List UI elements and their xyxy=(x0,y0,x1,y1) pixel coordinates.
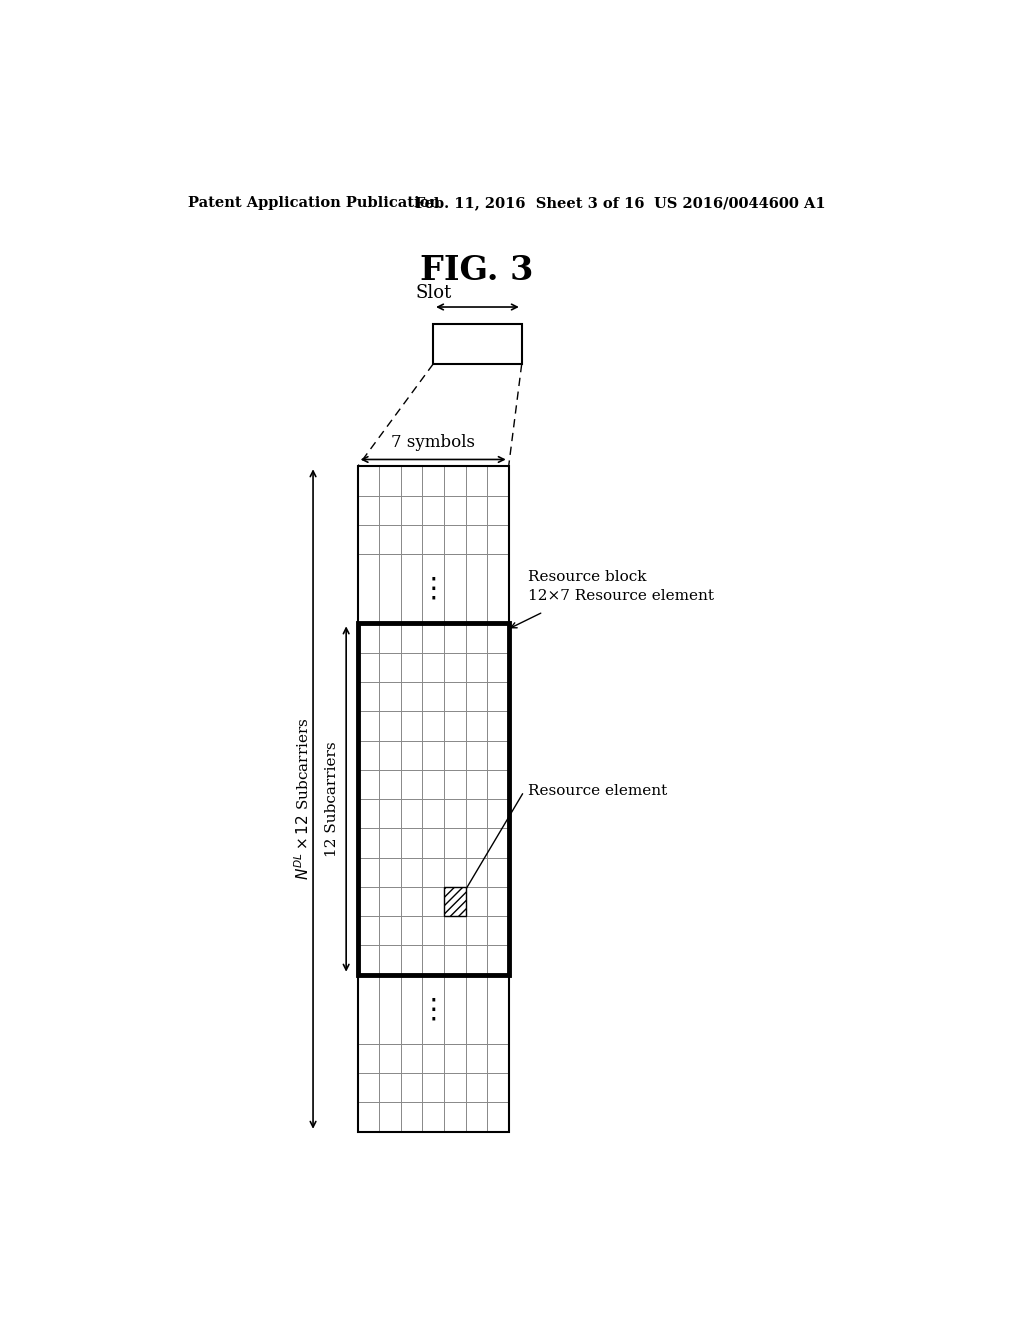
Bar xyxy=(357,623,509,974)
Text: Resource element: Resource element xyxy=(528,784,667,799)
Text: Resource block
12×7 Resource element: Resource block 12×7 Resource element xyxy=(528,570,714,603)
Text: FIG. 3: FIG. 3 xyxy=(421,253,534,286)
Text: ⋮: ⋮ xyxy=(419,574,447,603)
Text: Slot: Slot xyxy=(415,284,452,302)
Text: 12 Subcarriers: 12 Subcarriers xyxy=(326,742,339,857)
Text: ⋮: ⋮ xyxy=(419,995,447,1023)
Text: Patent Application Publication: Patent Application Publication xyxy=(188,197,440,210)
Text: US 2016/0044600 A1: US 2016/0044600 A1 xyxy=(654,197,825,210)
Bar xyxy=(444,887,466,916)
Text: 7 symbols: 7 symbols xyxy=(391,434,475,451)
Text: Feb. 11, 2016  Sheet 3 of 16: Feb. 11, 2016 Sheet 3 of 16 xyxy=(416,197,645,210)
Text: $N^{DL} \times 12$ Subcarriers: $N^{DL} \times 12$ Subcarriers xyxy=(293,718,311,880)
Bar xyxy=(433,323,521,364)
Bar xyxy=(357,466,509,1131)
